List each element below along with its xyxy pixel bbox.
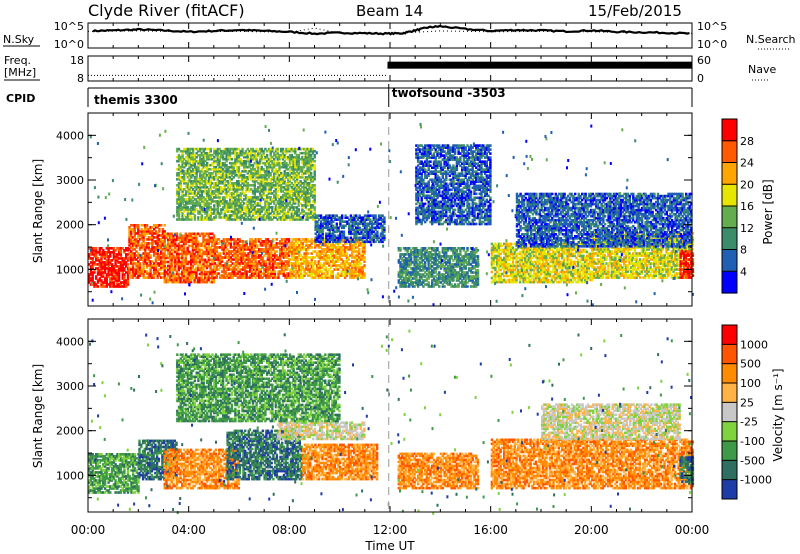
heatmap-cell bbox=[343, 231, 345, 234]
cpid-segment-label: twofsound -3503 bbox=[392, 86, 506, 100]
heatmap-cell bbox=[310, 172, 312, 175]
date-title: 15/Feb/2015 bbox=[588, 2, 682, 20]
heatmap-cell bbox=[360, 262, 362, 265]
heatmap-cell bbox=[341, 214, 343, 217]
noise-right-tick-bottom: 10^0 bbox=[697, 38, 727, 51]
heatmap-cell bbox=[218, 196, 220, 199]
noise-right-tick-top: 10^5 bbox=[697, 20, 727, 33]
heatmap-cell bbox=[363, 256, 365, 259]
heatmap-cell bbox=[314, 206, 316, 209]
heatmap-cell bbox=[213, 235, 215, 238]
heatmap-cell bbox=[210, 148, 212, 151]
heatmap-cell bbox=[307, 252, 309, 255]
heatmap-cell bbox=[314, 160, 316, 163]
heatmap-cell bbox=[242, 240, 244, 243]
heatmap-cell bbox=[219, 252, 221, 255]
heatmap-cell bbox=[288, 238, 290, 241]
heatmap-cell bbox=[274, 270, 276, 273]
heatmap-cell bbox=[95, 247, 97, 250]
nave-right-tick-top: 60 bbox=[697, 54, 711, 67]
heatmap-cell bbox=[325, 266, 327, 269]
heatmap-cell bbox=[266, 154, 268, 157]
heatmap-cell bbox=[231, 158, 233, 161]
heatmap-cell bbox=[363, 264, 365, 267]
noise-right-label: N.Search bbox=[746, 33, 796, 46]
heatmap-cell bbox=[346, 237, 348, 240]
freq-left-tick-bottom: 8 bbox=[77, 72, 84, 85]
noise-left-label: N.Sky bbox=[3, 33, 35, 46]
heatmap-cell bbox=[314, 184, 316, 187]
freq-left-tick-top: 18 bbox=[70, 54, 84, 67]
heatmap-cell bbox=[97, 285, 99, 288]
heatmap-cell bbox=[358, 248, 360, 251]
noise-left-tick-top: 10^5 bbox=[54, 20, 84, 33]
heatmap-cell bbox=[314, 150, 316, 153]
heatmap-cell bbox=[127, 263, 129, 266]
heatmap-cell bbox=[374, 214, 376, 217]
heatmap-cell bbox=[336, 223, 338, 226]
nave-right-tick-bottom: 0 bbox=[697, 72, 704, 85]
cpid-segment-label: themis 3300 bbox=[94, 93, 178, 107]
heatmap-cell bbox=[346, 252, 348, 255]
heatmap-cell bbox=[241, 148, 243, 151]
nave-right-label: Nave bbox=[748, 63, 776, 76]
nave-band bbox=[387, 62, 692, 69]
heatmap-cell bbox=[256, 244, 258, 247]
heatmap-cell bbox=[190, 216, 192, 219]
heatmap-cell bbox=[314, 154, 316, 157]
heatmap-cell bbox=[164, 224, 166, 227]
nave-series bbox=[387, 62, 692, 69]
cpid-panel: CPID themis 3300 twofsound -3503 bbox=[6, 84, 692, 107]
heatmap-cell bbox=[194, 214, 196, 217]
power-heatmap bbox=[88, 123, 694, 306]
heatmap-cell bbox=[213, 265, 215, 268]
noise-sky-series bbox=[93, 26, 690, 34]
heatmap-cell bbox=[146, 224, 148, 227]
heatmap-cell bbox=[298, 208, 300, 211]
station-title: Clyde River (fitACF) bbox=[88, 1, 245, 20]
heatmap-cell bbox=[139, 262, 141, 265]
beam-title: Beam 14 bbox=[356, 2, 423, 20]
heatmap-cell bbox=[276, 250, 278, 253]
heatmap-cell bbox=[277, 148, 279, 151]
heatmap-cell bbox=[201, 214, 203, 217]
freq-left-unit: [MHz] bbox=[4, 66, 36, 79]
heatmap-cell bbox=[376, 231, 378, 234]
noise-panel: N.Sky 10^5 10^0 10^5 10^0 N.Search bbox=[3, 20, 796, 51]
heatmap-cell bbox=[149, 254, 151, 257]
heatmap-cell bbox=[137, 224, 139, 227]
heatmap-cell bbox=[164, 230, 166, 233]
heatmap-cell bbox=[311, 246, 313, 249]
heatmap-cell bbox=[276, 238, 278, 241]
noise-left-tick-bottom: 10^0 bbox=[54, 38, 84, 51]
heatmap-cell bbox=[158, 228, 160, 231]
heatmap-cell bbox=[363, 272, 365, 275]
cpid-label: CPID bbox=[6, 92, 35, 105]
heatmap-cell bbox=[314, 260, 316, 263]
heatmap-cell bbox=[160, 224, 162, 227]
heatmap-cell bbox=[176, 233, 178, 236]
heatmap-cell bbox=[314, 164, 316, 167]
heatmap-cell bbox=[277, 194, 279, 197]
heatmap-cell bbox=[259, 202, 261, 205]
